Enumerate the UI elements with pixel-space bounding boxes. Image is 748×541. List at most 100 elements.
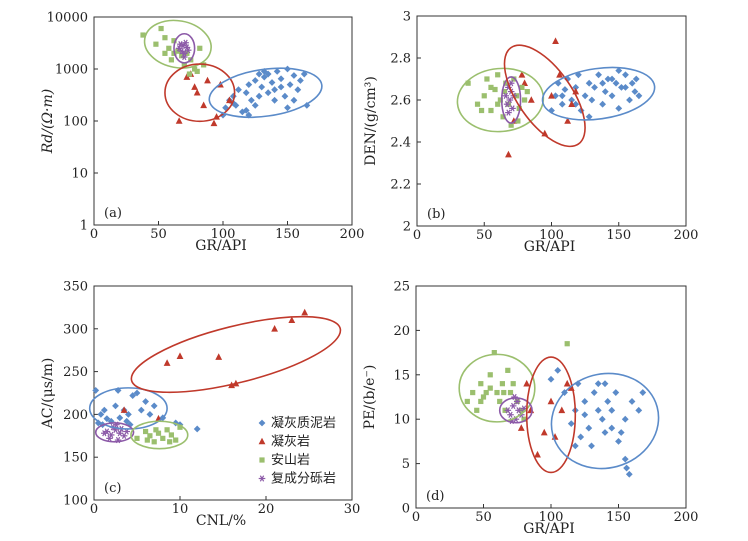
mudstone-point-19 [114,387,122,394]
x-axis-label: GR/API [524,239,576,255]
mudstone-point-10 [129,392,137,399]
tuff-point-2 [163,359,171,366]
mudstone-point-17 [604,75,612,83]
andesite-point-6 [164,427,170,433]
mudstone-point-28 [264,89,272,97]
mudstone-point-25 [581,411,589,419]
tuff-point-8 [288,316,296,324]
andesite-point-12 [505,367,511,373]
plot-frame [93,285,353,501]
andesite-point-18 [488,84,494,90]
tuff-point-4 [215,353,223,360]
andesite-point-12 [511,76,517,82]
mudstone-point-6 [577,433,585,441]
mudstone-point-24 [297,77,304,84]
mudstone-point-8 [575,71,582,79]
tuff-point-8 [556,71,563,78]
mudstone-point-22 [290,72,298,79]
mudstone-point-13 [591,84,598,91]
mudstone-point-34 [632,75,640,83]
panel-label: (a) [104,206,122,221]
mudstone-point-17 [615,438,622,445]
legend-label: 凝灰质泥岩 [271,415,336,431]
x-tick-label: 150 [606,510,631,525]
cluster-ellipse-3 [541,66,656,121]
andesite-point-21 [501,389,507,396]
tuff-point-3 [534,450,541,458]
conglomerate-point-2 [509,402,517,410]
tuff-point-3 [176,352,184,359]
x-tick-label: 200 [340,227,365,242]
mudstone-point-21 [126,421,134,429]
panel-label: (d) [426,489,444,504]
y-axis-label: DEN/(g/cm³) [363,76,379,166]
cluster-ellipse-1 [500,76,522,124]
andesite-point-21 [478,107,485,114]
conglomerate-point-8 [505,109,512,116]
mudstone-point-34 [229,99,237,107]
plot-frame [415,285,687,509]
andesite-point-17 [524,89,530,95]
plot-frame [416,15,687,227]
mudstone-point-4 [103,415,111,423]
mudstone-point-24 [639,389,647,396]
mudstone-point-12 [258,83,266,91]
andesite-point-9 [177,424,183,430]
mudstone-point-30 [601,380,609,388]
y-tick-label: 2.2 [390,178,411,193]
andesite-point-5 [483,389,489,396]
mudstone-point-0 [547,375,555,383]
mudstone-point-4 [561,86,569,93]
y-axis-label: AC/(μs/m) [40,358,56,430]
mudstone-point-19 [612,79,620,87]
mudstone-point-5 [235,86,242,94]
mudstone-point-33 [558,92,566,100]
mudstone-point-21 [625,470,633,478]
conglomerate-point-6 [106,435,113,442]
andesite-point-2 [474,407,480,413]
andesite-point-8 [494,389,500,396]
mudstone-point-11 [594,406,602,414]
andesite-point-6 [495,72,501,78]
cluster-ellipse-2 [130,420,189,450]
mudstone-point-9 [247,96,255,104]
mudstone-point-22 [628,398,636,405]
x-tick-label: 50 [475,510,492,525]
conglomerate-point-10 [101,430,108,437]
mudstone-point-5 [574,380,582,388]
cluster-ellipse-3 [130,315,342,394]
andesite-point-4 [155,430,162,436]
mudstone-point-26 [635,92,643,100]
andesite-point-0 [465,80,471,86]
mudstone-point-0 [92,387,100,394]
cluster-ellipse-1 [498,397,533,424]
mudstone-point-16 [271,86,278,94]
conglomerate-point-1 [507,411,514,418]
conglomerate-point-5 [509,105,516,112]
x-tick-label: 50 [150,227,167,242]
mudstone-point-29 [571,442,579,450]
andesite-point-7 [168,432,174,438]
plot-frame [93,16,353,226]
mudstone-point-10 [581,92,589,100]
y-axis-label: PE/(b/e⁻) [362,365,378,430]
mudstone-point-14 [604,398,612,405]
mudstone-point-12 [588,96,596,104]
mudstone-point-22 [622,71,629,79]
mudstone-point-2 [97,411,105,418]
conglomerate-point-0 [502,92,510,99]
y-tick-label: 0 [402,502,410,517]
series-conglomerate [175,39,192,61]
x-tick-label: 100 [539,510,564,525]
cluster-ellipse-3 [550,372,660,470]
andesite-point-5 [492,86,498,93]
andesite-point-4 [166,45,172,51]
conglomerate-point-8 [511,393,518,401]
cluster-ellipse-1 [94,422,135,443]
tuff-point-7 [271,325,278,332]
mudstone-point-25 [631,88,639,95]
andesite-point-16 [522,97,528,103]
andesite-point-15 [519,84,525,90]
mudstone-point-20 [123,417,131,425]
